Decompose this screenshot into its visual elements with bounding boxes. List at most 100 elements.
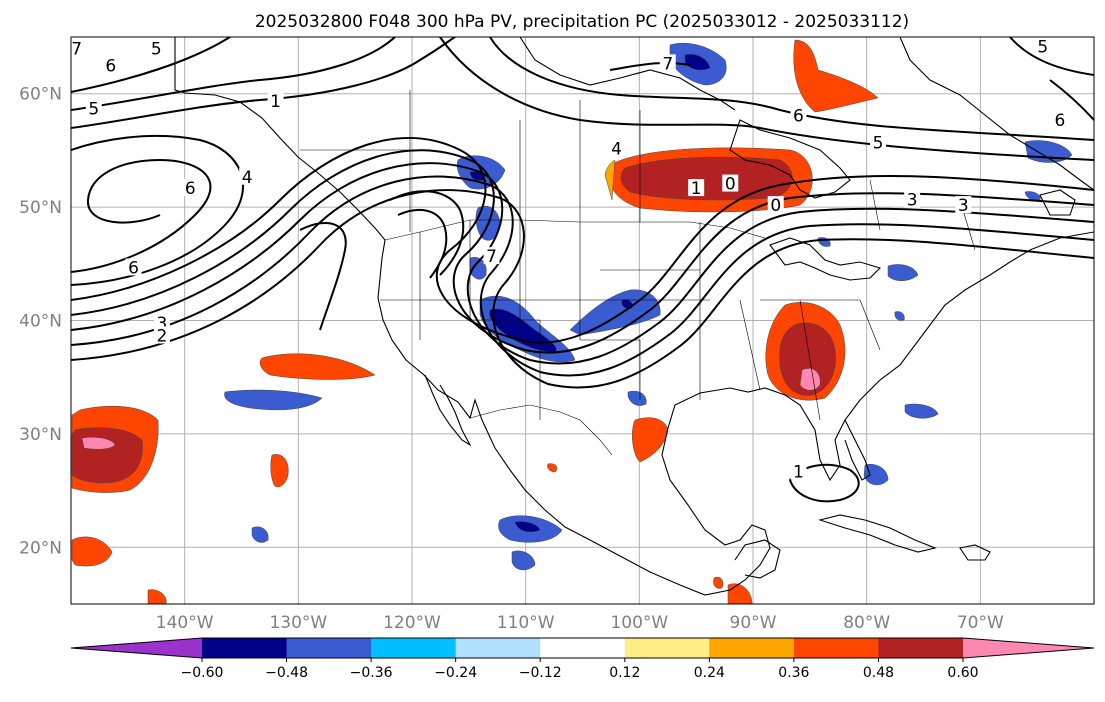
colorbar-tick-label: −0.24 [434,665,477,681]
border-us-mexico [469,404,613,456]
precip-anomaly-region [259,353,376,380]
colorbar-tick-label: −0.48 [265,665,308,681]
pv-contour [71,158,212,273]
latitude-tick-label: 20°N [19,538,62,558]
precip-anomaly-region [604,159,616,201]
pv-contour-label: 5 [88,100,99,120]
pv-contour-label: 3 [958,196,969,216]
pv-label-background [790,106,807,124]
pv-contour [71,37,456,129]
pv-label-background [659,54,676,72]
longitude-tick-label: 110°W [497,613,555,633]
colorbar: −0.60 −0.48 −0.36 −0.24 −0.12 0.12 0.24 0.36 0.4… [70,637,1095,681]
precip-anomaly-region [81,437,116,450]
pv-label-background [182,179,199,197]
pv-contour [71,175,1094,377]
precip-anomaly-region [684,54,711,71]
colorbar-segment [878,638,964,658]
precip-anomaly-region [620,156,793,201]
pv-contour-label: 7 [662,54,673,74]
pv-label-background [955,196,972,214]
pv-contour [788,463,860,503]
pv-contour [489,37,1094,141]
pv-contour [71,37,231,93]
longitude-tick-label: 100°W [610,613,668,633]
pv-label-background [722,174,739,192]
precip-anomaly-region [511,550,536,571]
longitude-tick-label: 140°W [156,613,214,633]
precip-anomaly-region [547,463,558,473]
pv-contour-label: 2 [157,327,168,347]
coastline-cuba [817,514,937,553]
colorbar-extend-low [71,638,202,658]
coastline-hudson-bay [729,119,851,199]
coastline-florida [844,419,871,481]
coastline-great-lakes [769,237,882,281]
precip-anomaly-region [251,526,269,543]
pv-label-background [767,196,784,214]
colorbar-segment [455,638,541,658]
pv-contour [1049,79,1094,121]
precip-anomaly-region [713,576,724,589]
coastline-arctic [519,37,736,111]
latitude-tick-label: 40°N [19,312,62,332]
pv-contour-label: 6 [185,179,196,199]
pv-contour-label: 6 [105,57,116,77]
colorbar-tick-label: −0.36 [350,665,393,681]
longitude-tick-label: 120°W [383,613,441,633]
colorbar-tick-label: −0.12 [519,665,562,681]
pv-contour [389,190,465,276]
pv-label-background [608,139,625,157]
pv-contour [299,221,347,331]
pv-contour-label: 0 [770,196,781,216]
latitude-tick-label: 30°N [19,425,62,445]
precip-anomaly-region [894,311,905,321]
latitude-labels: 60°N 50°N 40°N 30°N 20°N [19,85,62,559]
coastline-hispaniola [959,544,991,561]
pv-contour-label: 1 [270,92,281,112]
pv-label-background [904,190,921,208]
precip-anomaly-region [147,589,167,604]
colorbar-segment [624,638,710,658]
pv-contour [397,208,448,279]
pv-contour-label: 6 [128,258,139,278]
longitude-labels: 140°W 130°W 120°W 110°W 100°W 90°W 80°W 70°W [156,613,1004,633]
pv-label-background [483,247,500,265]
precip-anomaly-region [1024,191,1041,201]
longitude-tick-label: 130°W [269,613,327,633]
pv-label-background [102,56,119,74]
pv-contour-label: 3 [907,190,918,210]
precip-anomaly-region [863,464,889,486]
pv-label-background [239,167,256,185]
coastline-newfoundland [1039,189,1076,216]
pv-contour [71,162,1094,365]
pv-contour-label: 1 [691,179,702,199]
precipitation-pc-shading [71,39,1073,604]
latitude-tick-label: 50°N [19,198,62,218]
pv-label-background [1034,37,1051,55]
colorbar-extend-high [963,638,1094,658]
precip-anomaly-region [887,264,919,281]
precip-anomaly-region [632,417,669,463]
pv-label-background [267,91,284,109]
precip-anomaly-region [904,403,939,419]
coastline-baja [424,374,472,447]
latitude-tick-label: 60°N [19,85,62,105]
colorbar-segment [202,638,288,658]
coastline-labrador [899,37,1094,191]
pv-label-background [790,462,807,480]
precip-anomaly-region [469,257,487,280]
pv-label-background [125,258,142,276]
pv-contour [1009,37,1094,76]
pv-contour-label: 6 [1054,111,1065,131]
pv-label-background [148,39,165,57]
precip-anomaly-region [224,389,323,411]
precip-anomaly-region [514,521,541,533]
longitude-tick-label: 90°W [730,613,777,633]
colorbar-segment [371,638,457,658]
precip-anomaly-region [270,454,289,488]
pv-contour-label: 4 [611,139,622,159]
